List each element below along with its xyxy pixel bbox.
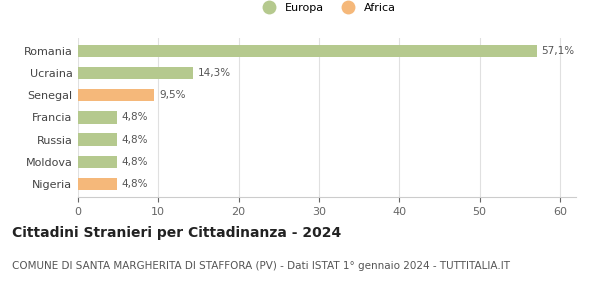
Bar (78, 178, 116, 190)
Bar (78, 133, 116, 146)
Legend: Europa, Africa: Europa, Africa (254, 0, 400, 17)
Text: 57,1%: 57,1% (541, 46, 575, 56)
Bar (78, 89, 154, 101)
Text: 14,3%: 14,3% (197, 68, 231, 78)
Bar (78, 67, 193, 79)
Text: COMUNE DI SANTA MARGHERITA DI STAFFORA (PV) - Dati ISTAT 1° gennaio 2024 - TUTTI: COMUNE DI SANTA MARGHERITA DI STAFFORA (… (12, 261, 510, 271)
Text: 4,8%: 4,8% (121, 135, 148, 145)
Text: 4,8%: 4,8% (121, 179, 148, 189)
Text: 4,8%: 4,8% (121, 157, 148, 167)
Text: Cittadini Stranieri per Cittadinanza - 2024: Cittadini Stranieri per Cittadinanza - 2… (12, 226, 341, 240)
Text: 4,8%: 4,8% (121, 113, 148, 122)
Bar (78, 156, 116, 168)
Bar (78, 111, 116, 124)
Bar (78, 45, 536, 57)
Text: 9,5%: 9,5% (159, 90, 185, 100)
